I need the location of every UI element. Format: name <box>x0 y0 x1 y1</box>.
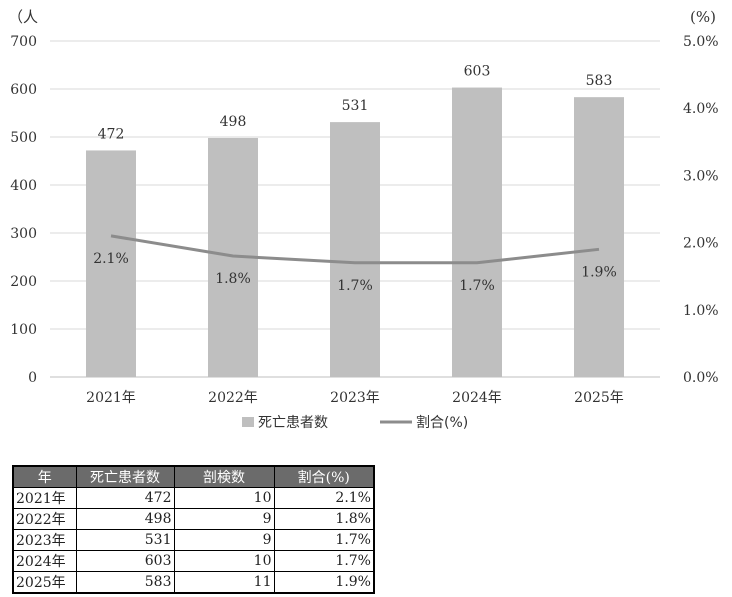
x-tick-label: 2022年 <box>208 390 258 406</box>
cell-deaths: 498 <box>75 508 175 530</box>
cell-autopsies: 10 <box>173 550 275 572</box>
cell-deaths: 531 <box>75 529 175 551</box>
cell-deaths: 583 <box>75 571 175 594</box>
bar <box>452 87 502 377</box>
y-tick-label-right: 0.0% <box>683 370 719 386</box>
ratio-value-label: 1.8% <box>215 271 251 287</box>
cell-deaths: 603 <box>75 550 175 572</box>
bar-value-label: 472 <box>98 126 125 142</box>
cell-ratio: 1.9% <box>273 571 375 594</box>
y-axis-unit-right: (%) <box>690 8 716 26</box>
legend-swatch-bars <box>242 417 254 427</box>
cell-ratio: 1.7% <box>273 529 375 551</box>
y-axis-unit-left: （人 <box>8 8 38 26</box>
header-ratio: 割合(%) <box>273 465 375 488</box>
ratio-value-label: 1.7% <box>459 278 495 294</box>
cell-ratio: 2.1% <box>273 487 375 509</box>
y-tick-label-right: 5.0% <box>683 34 719 50</box>
ratio-line-path <box>110 234 600 265</box>
header-autopsies: 剖検数 <box>173 465 275 488</box>
ratio-value-label: 2.1% <box>93 251 129 267</box>
x-tick-label: 2025年 <box>574 390 624 406</box>
axes: 0 100 200 300 400 500 600 700 0.0% 1.0% 2.0% 3.0% 4.… <box>8 8 719 406</box>
y-tick-label-right: 1.0% <box>683 303 719 319</box>
y-tick-label-left: 500 <box>10 130 37 146</box>
y-tick-label-left: 200 <box>10 274 37 290</box>
cell-deaths: 472 <box>75 487 175 509</box>
cell-autopsies: 11 <box>173 571 275 594</box>
table-row: 2021年 472 10 2.1% <box>12 487 375 509</box>
data-labels: 472 498 531 603 583 2.1% 1.8% 1.7% 1.7% 1.9% <box>93 64 617 294</box>
data-table: 年 死亡患者数 剖検数 割合(%) 2021年 472 10 2.1% 2022… <box>12 465 375 594</box>
y-tick-label-left: 600 <box>10 82 37 98</box>
table-row: 2024年 603 10 1.7% <box>12 550 375 572</box>
x-tick-label: 2024年 <box>452 390 502 406</box>
y-tick-label-left: 100 <box>10 322 37 338</box>
legend-label-bars: 死亡患者数 <box>258 415 328 431</box>
bar-value-label: 531 <box>342 98 369 114</box>
cell-year: 2022年 <box>12 508 77 530</box>
legend-label-line: 割合(%) <box>416 414 468 431</box>
combo-chart: 472 498 531 603 583 2.1% 1.8% 1.7% 1.7% 1.9% 0 100… <box>8 8 719 431</box>
table-row: 2023年 531 9 1.7% <box>12 529 375 551</box>
cell-year: 2023年 <box>12 529 77 551</box>
cell-autopsies: 9 <box>173 508 275 530</box>
bar <box>86 150 136 377</box>
cell-year: 2025年 <box>12 571 77 594</box>
cell-autopsies: 9 <box>173 529 275 551</box>
table-row: 2022年 498 9 1.8% <box>12 508 375 530</box>
y-tick-label-left: 400 <box>10 178 37 194</box>
cell-ratio: 1.7% <box>273 550 375 572</box>
cell-autopsies: 10 <box>173 487 275 509</box>
cell-ratio: 1.8% <box>273 508 375 530</box>
table-header-row: 年 死亡患者数 剖検数 割合(%) <box>12 465 375 488</box>
legend: 死亡患者数 割合(%) <box>242 414 468 431</box>
bar <box>330 122 380 378</box>
y-tick-label-left: 0 <box>28 370 37 386</box>
y-tick-label-right: 2.0% <box>683 236 719 252</box>
ratio-value-label: 1.9% <box>581 264 617 280</box>
bar-value-label: 583 <box>586 73 613 89</box>
cell-year: 2024年 <box>12 550 77 572</box>
y-tick-label-right: 3.0% <box>683 168 719 184</box>
bar-value-label: 498 <box>220 114 247 130</box>
ratio-line <box>110 234 600 265</box>
table-row: 2025年 583 11 1.9% <box>12 571 375 594</box>
header-year: 年 <box>12 465 77 488</box>
x-tick-label: 2023年 <box>330 390 380 406</box>
y-tick-label-left: 700 <box>10 34 37 50</box>
ratio-value-label: 1.7% <box>337 278 373 294</box>
y-tick-label-left: 300 <box>10 226 37 242</box>
x-tick-label: 2021年 <box>86 390 136 406</box>
y-tick-label-right: 4.0% <box>683 101 719 117</box>
bar-value-label: 603 <box>464 64 491 80</box>
bar <box>574 97 624 377</box>
bars <box>86 87 624 378</box>
cell-year: 2021年 <box>12 487 77 509</box>
header-deaths: 死亡患者数 <box>75 465 175 488</box>
